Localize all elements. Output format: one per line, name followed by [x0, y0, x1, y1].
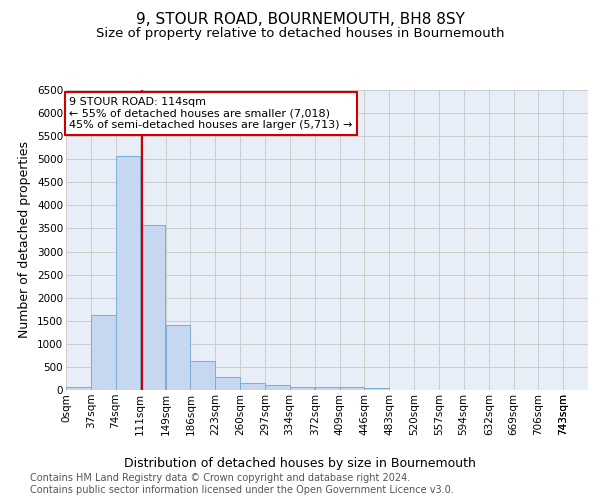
Text: Distribution of detached houses by size in Bournemouth: Distribution of detached houses by size … — [124, 458, 476, 470]
Bar — [265, 385, 290, 390]
Bar — [364, 388, 389, 390]
Bar — [190, 361, 215, 390]
Bar — [66, 386, 91, 390]
Y-axis label: Number of detached properties: Number of detached properties — [19, 142, 31, 338]
Bar — [340, 388, 364, 390]
Bar — [140, 225, 165, 390]
Text: Contains HM Land Registry data © Crown copyright and database right 2024.
Contai: Contains HM Land Registry data © Crown c… — [30, 474, 454, 495]
Text: 9, STOUR ROAD, BOURNEMOUTH, BH8 8SY: 9, STOUR ROAD, BOURNEMOUTH, BH8 8SY — [136, 12, 464, 28]
Bar — [166, 326, 190, 390]
Bar — [315, 388, 340, 390]
Bar — [116, 156, 140, 390]
Bar — [215, 376, 240, 390]
Bar — [240, 383, 265, 390]
Text: 9 STOUR ROAD: 114sqm
← 55% of detached houses are smaller (7,018)
45% of semi-de: 9 STOUR ROAD: 114sqm ← 55% of detached h… — [70, 97, 353, 130]
Text: Size of property relative to detached houses in Bournemouth: Size of property relative to detached ho… — [96, 28, 504, 40]
Bar — [290, 386, 314, 390]
Bar — [91, 315, 116, 390]
